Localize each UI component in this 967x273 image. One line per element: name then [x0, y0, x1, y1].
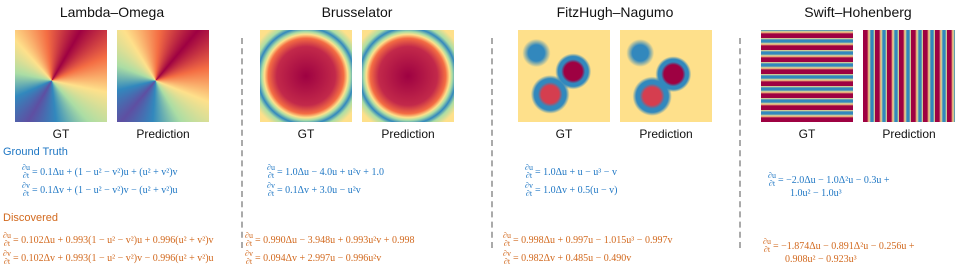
equation: ∂u ∂t = 0.990Δu − 3.948u + 0.993u²v + 0.99…: [245, 232, 414, 248]
image-label: GT: [52, 127, 70, 141]
pattern-image: [518, 30, 610, 122]
denominator: ∂t: [22, 171, 30, 180]
separator: [241, 38, 243, 248]
denominator: ∂t: [22, 189, 30, 198]
equation-rhs: = 1.0Δv + 0.5(u − v): [534, 184, 618, 196]
equation-rhs: = 0.1Δv + 3.0u − u²v: [276, 184, 361, 196]
equation: ∂v ∂t = 0.102Δv + 0.993(1 − u² − v²)v − 0.…: [3, 250, 214, 266]
equation-rhs: = −1.874Δu − 0.891Δ²u − 0.256u +: [772, 240, 915, 252]
pattern-image: [15, 30, 107, 122]
fraction: ∂u ∂t: [3, 232, 11, 248]
fraction: ∂v ∂t: [503, 250, 511, 266]
panel-title: Swift–Hohenberg: [804, 4, 912, 20]
equation-rhs: = 1.0Δu + u − u³ − v: [534, 166, 617, 178]
denominator: ∂t: [267, 171, 275, 180]
equation: ∂u ∂t = 0.102Δu + 0.993(1 − u² − v²)u + 0.…: [3, 232, 214, 248]
equation-rhs: = 0.990Δu − 3.948u + 0.993u²v + 0.998: [254, 234, 415, 246]
equation: ∂u ∂t = −2.0Δu − 1.0Δ²u − 0.3u +: [768, 172, 890, 188]
numerator: ∂u: [3, 231, 11, 240]
denominator: ∂t: [267, 189, 275, 198]
pattern-image: [863, 30, 955, 122]
fraction: ∂u ∂t: [267, 164, 275, 180]
panel-title: Brusselator: [321, 4, 393, 20]
numerator: ∂u: [525, 163, 533, 172]
equation-rhs: = 0.1Δu + (1 − u² − v²)u + (u² + v²)v: [31, 166, 178, 178]
separator: [491, 38, 493, 248]
image-label: GT: [555, 127, 573, 141]
numerator: ∂u: [503, 231, 511, 240]
equation-rhs: = 1.0Δu − 4.0u + u²v + 1.0: [276, 166, 384, 178]
fraction: ∂u ∂t: [525, 164, 533, 180]
numerator: ∂u: [267, 163, 275, 172]
equation-rhs: = 0.998Δu + 0.997u − 1.015u³ − 0.997v: [512, 234, 673, 246]
image-label: GT: [297, 127, 315, 141]
equation: ∂u ∂t = 1.0Δu + u − u³ − v: [525, 164, 617, 180]
numerator: ∂v: [245, 249, 253, 258]
fraction: ∂v ∂t: [22, 182, 30, 198]
separator: [739, 38, 741, 248]
fraction: ∂v ∂t: [267, 182, 275, 198]
equation: ∂u ∂t = 0.1Δu + (1 − u² − v²)u + (u² + v²)…: [22, 164, 178, 180]
equation-rhs: = 0.982Δv + 0.485u − 0.490v: [512, 252, 632, 264]
equation-rhs: = −2.0Δu − 1.0Δ²u − 0.3u +: [777, 174, 890, 186]
numerator: ∂v: [3, 249, 11, 258]
equation: ∂u ∂t = −1.874Δu − 0.891Δ²u − 0.256u +: [763, 238, 915, 254]
numerator: ∂v: [22, 181, 30, 190]
pattern-image: [117, 30, 209, 122]
denominator: ∂t: [525, 171, 533, 180]
numerator: ∂u: [763, 237, 771, 246]
fraction: ∂u ∂t: [503, 232, 511, 248]
equation: ∂v ∂t = 0.1Δv + (1 − u² − v²)v − (u² + v²)…: [22, 182, 178, 198]
discovered-label: Discovered: [3, 212, 59, 224]
fraction: ∂u ∂t: [763, 238, 771, 254]
fraction: ∂v ∂t: [3, 250, 11, 266]
denominator: ∂t: [245, 239, 253, 248]
numerator: ∂u: [22, 163, 30, 172]
image-label: Prediction: [381, 127, 435, 141]
image-label: Prediction: [639, 127, 693, 141]
numerator: ∂v: [503, 249, 511, 258]
equation: ∂u ∂t = 0.998Δu + 0.997u − 1.015u³ − 0.997…: [503, 232, 672, 248]
denominator: ∂t: [763, 245, 771, 254]
fraction: ∂u ∂t: [245, 232, 253, 248]
numerator: ∂v: [525, 181, 533, 190]
pattern-image: [761, 30, 853, 122]
denominator: ∂t: [768, 179, 776, 188]
equation-rhs: = 0.094Δv + 2.997u − 0.996u²v: [254, 252, 382, 264]
denominator: ∂t: [525, 189, 533, 198]
numerator: ∂v: [267, 181, 275, 190]
denominator: ∂t: [503, 239, 511, 248]
equation-continuation: 1.0u² − 1.0u³: [790, 188, 842, 199]
fraction: ∂u ∂t: [768, 172, 776, 188]
ground-truth-label: Ground Truth: [3, 146, 68, 158]
fraction: ∂v ∂t: [245, 250, 253, 266]
panel-title: FitzHugh–Nagumo: [556, 4, 674, 20]
equation: ∂v ∂t = 0.1Δv + 3.0u − u²v: [267, 182, 361, 198]
pattern-image: [362, 30, 454, 122]
numerator: ∂u: [768, 171, 776, 180]
denominator: ∂t: [3, 239, 11, 248]
equation: ∂v ∂t = 0.982Δv + 0.485u − 0.490v: [503, 250, 631, 266]
equation: ∂v ∂t = 1.0Δv + 0.5(u − v): [525, 182, 617, 198]
equation-continuation: 0.908u² − 0.923u³: [785, 254, 857, 265]
denominator: ∂t: [3, 257, 11, 266]
pattern-image: [620, 30, 712, 122]
fraction: ∂u ∂t: [22, 164, 30, 180]
pattern-image: [260, 30, 352, 122]
image-label: Prediction: [136, 127, 190, 141]
image-label: Prediction: [882, 127, 936, 141]
denominator: ∂t: [503, 257, 511, 266]
image-label: GT: [798, 127, 816, 141]
equation-rhs: = 0.1Δv + (1 − u² − v²)v − (u² + v²)u: [31, 184, 178, 196]
fraction: ∂v ∂t: [525, 182, 533, 198]
denominator: ∂t: [245, 257, 253, 266]
equation: ∂u ∂t = 1.0Δu − 4.0u + u²v + 1.0: [267, 164, 384, 180]
panel-title: Lambda–Omega: [59, 4, 165, 20]
equation-rhs: = 0.102Δu + 0.993(1 − u² − v²)u + 0.996(…: [12, 234, 214, 246]
numerator: ∂u: [245, 231, 253, 240]
equation-rhs: = 0.102Δv + 0.993(1 − u² − v²)v − 0.996(…: [12, 252, 214, 264]
equation: ∂v ∂t = 0.094Δv + 2.997u − 0.996u²v: [245, 250, 381, 266]
